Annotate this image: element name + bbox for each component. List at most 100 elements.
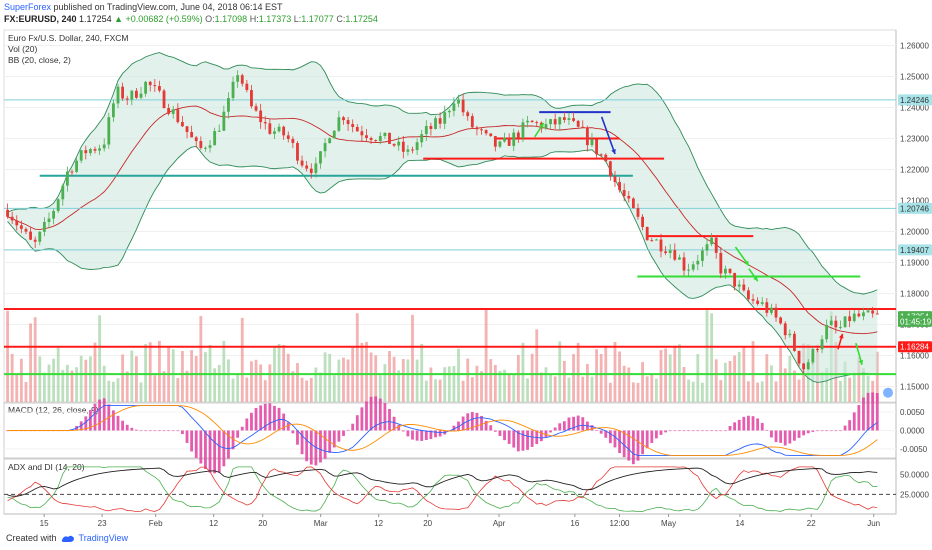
macd-histogram-bar <box>171 430 175 432</box>
candle-body <box>489 133 493 137</box>
volume-bar <box>434 379 437 402</box>
macd-histogram-bar <box>719 430 723 432</box>
macd-histogram-bar <box>756 418 760 431</box>
macd-histogram-bar <box>121 420 125 431</box>
volume-bar <box>217 364 221 402</box>
volume-bar <box>314 367 318 402</box>
candle-body <box>42 221 46 232</box>
macd-histogram-bar <box>521 430 525 451</box>
macd-histogram-bar <box>314 430 318 466</box>
macd-histogram-bar <box>231 430 235 450</box>
candle-body <box>742 284 746 291</box>
candle-body <box>227 98 230 112</box>
candle-body <box>714 237 718 253</box>
candle-body <box>622 190 626 196</box>
volume-bar <box>641 362 644 402</box>
volume-bar <box>581 376 585 402</box>
candle-body <box>770 307 773 313</box>
macd-histogram-bar <box>208 430 212 473</box>
candle-body <box>323 143 327 152</box>
volume-bar <box>562 360 566 402</box>
macd-histogram-bar <box>93 403 97 431</box>
volume-bar <box>627 367 631 402</box>
candle-body <box>562 117 566 121</box>
bollinger-basis-line <box>7 105 878 335</box>
candle-body <box>507 137 511 146</box>
macd-histogram-bar <box>475 412 479 431</box>
volume-bar <box>277 343 281 402</box>
macd-histogram-bar <box>342 430 345 436</box>
time-tick-label: 23 <box>98 519 107 528</box>
adx-tick-label: 50.0000 <box>900 471 929 480</box>
macd-histogram-bar <box>793 430 796 441</box>
candle-body <box>6 209 9 217</box>
volume-bar <box>733 355 737 402</box>
macd-histogram-bar <box>309 430 313 465</box>
candle-body <box>834 320 838 328</box>
candle-body <box>61 185 65 200</box>
macd-histogram-bar <box>337 430 341 442</box>
volume-bar <box>176 378 180 402</box>
candle-body <box>217 130 221 132</box>
candle-body <box>700 250 704 261</box>
bollinger-upper-line <box>7 52 878 295</box>
macd-histogram-bar <box>737 419 741 431</box>
candle-body <box>751 299 755 301</box>
macd-histogram-bar <box>98 399 102 431</box>
macd-histogram-bar <box>631 430 635 465</box>
arrow-head-icon <box>744 260 749 266</box>
candle-body <box>535 122 539 124</box>
volume-bar <box>296 363 299 402</box>
volume-bar <box>199 316 203 402</box>
volume-bar <box>636 382 640 402</box>
macd-histogram-bar <box>654 430 658 439</box>
macd-histogram-bar <box>194 430 198 458</box>
candle-body <box>236 75 240 82</box>
macd-histogram-bar <box>139 430 143 432</box>
macd-histogram-bar <box>397 424 401 431</box>
candle-body <box>613 176 617 183</box>
macd-histogram-bar <box>176 430 180 432</box>
bollinger-lower-line <box>7 145 878 383</box>
adx-tick-label: 25.0000 <box>900 490 929 499</box>
macd-histogram-bar <box>498 430 502 436</box>
macd-histogram-bar <box>240 426 244 431</box>
volume-bar <box>369 352 373 402</box>
candle-body <box>204 147 207 149</box>
volume-bar <box>406 359 410 402</box>
volume-bar <box>747 381 750 402</box>
volume-bar <box>6 310 9 402</box>
price-badge <box>898 315 932 327</box>
volume-bar <box>443 367 447 402</box>
candle-body <box>710 237 714 245</box>
macd-histogram-bar <box>516 430 520 452</box>
candle-body <box>130 90 134 100</box>
macd-histogram-bar <box>286 422 290 431</box>
candle-body <box>424 126 428 135</box>
volume-bar <box>530 353 534 402</box>
macd-histogram-bar <box>489 425 493 431</box>
volume-bar <box>608 382 612 402</box>
candle-body <box>866 310 870 313</box>
volume-bar <box>65 364 69 402</box>
price-badge <box>898 341 932 353</box>
volume-bar <box>337 359 341 402</box>
volume-bar <box>650 375 654 402</box>
volume-bar <box>682 367 686 402</box>
time-tick-label: 12 <box>209 519 218 528</box>
macd-histogram-bar <box>369 396 373 431</box>
candle-body <box>411 149 414 151</box>
candle-body <box>365 135 368 138</box>
candle-body <box>360 131 364 136</box>
macd-histogram-bar <box>802 430 806 436</box>
candle-body <box>383 132 387 137</box>
volume-bar <box>365 341 368 402</box>
volume-bar <box>631 382 635 402</box>
macd-histogram-bar <box>332 430 336 448</box>
macd-histogram-bar <box>742 416 746 431</box>
macd-histogram-bar <box>135 429 138 431</box>
macd-histogram-bar <box>622 430 626 458</box>
tradingview-brand[interactable]: TradingView <box>78 533 129 543</box>
publisher-name[interactable]: SuperForex <box>4 2 52 12</box>
